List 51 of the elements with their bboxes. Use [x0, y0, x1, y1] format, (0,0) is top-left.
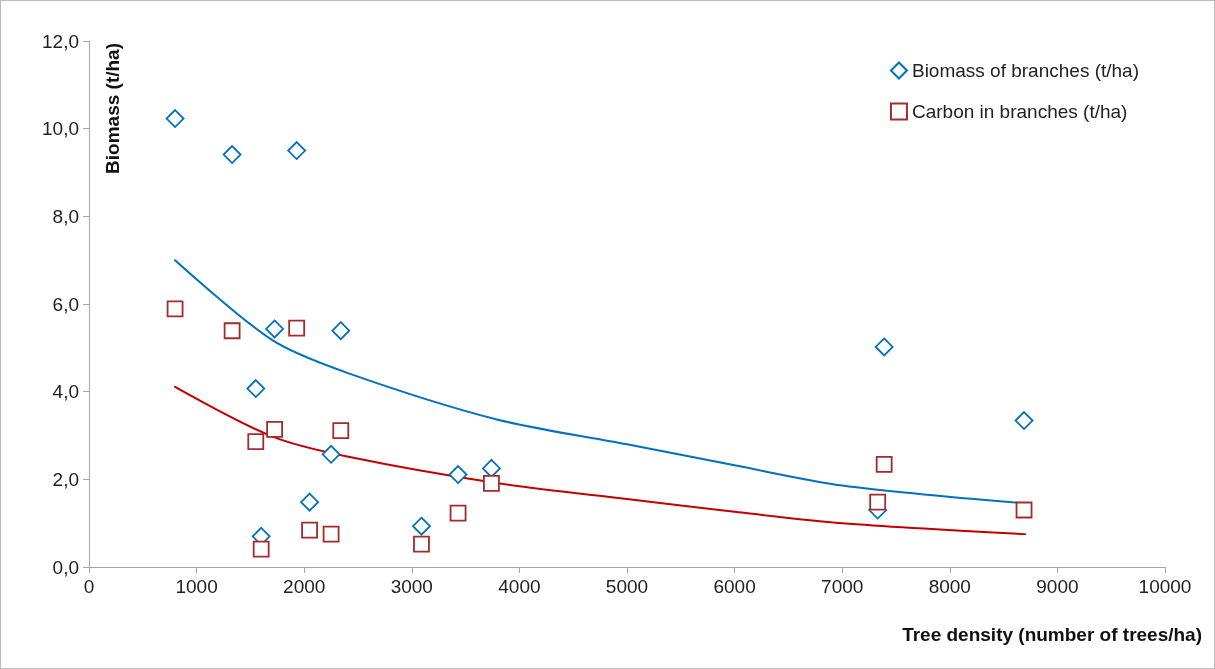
point	[288, 319, 306, 337]
x-tick-label: 6000	[713, 576, 756, 597]
x-tick-label: 1000	[175, 576, 218, 597]
y-tick-label: 6,0	[52, 293, 79, 315]
point	[332, 422, 350, 440]
y-axis-title: Biomass (t/ha)	[102, 42, 123, 174]
point	[223, 322, 241, 340]
point	[247, 433, 265, 451]
x-tick-label: 0	[83, 576, 95, 597]
point	[331, 321, 351, 341]
point	[266, 420, 284, 438]
point	[265, 319, 285, 339]
point	[412, 516, 431, 536]
point	[1015, 501, 1033, 519]
point	[449, 504, 467, 522]
x-tick-label: 3000	[390, 576, 433, 597]
point	[482, 458, 501, 478]
x-tick-label: 8000	[928, 576, 971, 597]
y-tick-label: 12,0	[42, 30, 79, 52]
x-axis-title: Tree density (number of trees/ha)	[902, 624, 1203, 645]
y-tick-label: 8,0	[52, 205, 79, 227]
point	[483, 474, 500, 492]
x-tick-label: 4000	[498, 576, 541, 597]
point	[448, 465, 468, 484]
x-tick-label: 5000	[605, 576, 649, 597]
point	[252, 540, 270, 558]
x-tick-label: 2000	[283, 576, 326, 597]
x-tick-label: 7000	[821, 576, 864, 597]
point	[321, 444, 341, 464]
point	[166, 300, 184, 318]
legend-label: Biomass of branches (t/ha)	[911, 60, 1139, 81]
y-tick-label: 10,0	[42, 118, 79, 140]
point	[413, 535, 430, 553]
y-tick-label: 2,0	[52, 468, 79, 490]
point	[287, 141, 307, 160]
point	[875, 456, 893, 473]
point	[165, 109, 185, 128]
point	[869, 493, 887, 511]
point	[300, 492, 319, 512]
x-tick-label: 10000	[1138, 576, 1192, 597]
legend-label: Carbon in branches (t/ha)	[911, 101, 1128, 122]
point	[246, 379, 266, 398]
point	[322, 525, 340, 543]
y-tick-label: 4,0	[52, 381, 79, 403]
x-tick-label: 9000	[1036, 576, 1079, 597]
point	[222, 145, 242, 164]
y-tick-label: 0,0	[52, 556, 79, 578]
line-series	[174, 385, 1027, 536]
point	[301, 521, 318, 539]
point	[874, 337, 894, 357]
point	[1014, 411, 1034, 430]
